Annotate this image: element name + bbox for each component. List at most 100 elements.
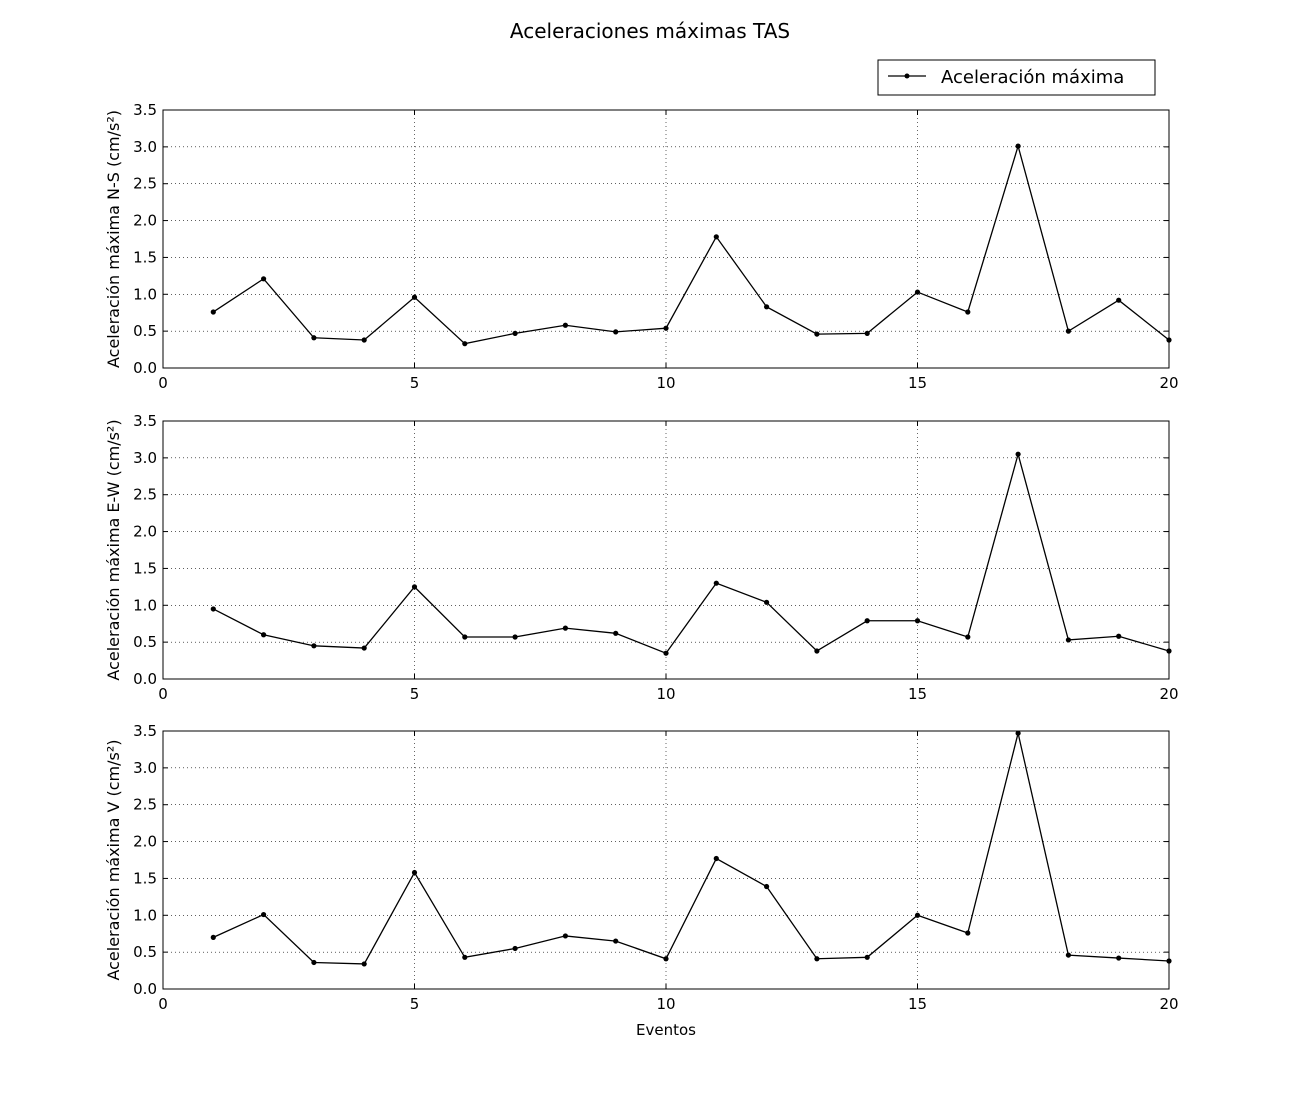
y-tick-label: 3.0 bbox=[133, 138, 157, 156]
plot-frame bbox=[162, 109, 1170, 369]
data-point bbox=[864, 618, 870, 624]
y-tick-label: 3.5 bbox=[133, 722, 157, 740]
y-tick-label: 3.5 bbox=[133, 412, 157, 430]
data-point bbox=[1116, 955, 1122, 961]
y-tick-label: 2.0 bbox=[133, 833, 157, 851]
data-point bbox=[512, 945, 518, 952]
data-point bbox=[361, 645, 367, 651]
y-tick-label: 2.5 bbox=[133, 796, 157, 814]
data-point bbox=[512, 330, 518, 336]
data-point bbox=[562, 933, 569, 939]
y-axis-label: Aceleración máxima V (cm/s²) bbox=[104, 739, 123, 980]
data-point bbox=[311, 643, 317, 649]
y-tick-label: 1.0 bbox=[133, 596, 157, 614]
data-point bbox=[613, 938, 619, 944]
data-point bbox=[1015, 730, 1021, 736]
data-point bbox=[462, 634, 468, 640]
data-point bbox=[261, 632, 267, 638]
data-point bbox=[613, 630, 619, 636]
plot-frame bbox=[162, 730, 1170, 990]
data-point bbox=[965, 930, 971, 936]
data-point bbox=[311, 335, 317, 341]
data-point bbox=[764, 304, 770, 310]
y-tick-label: 3.0 bbox=[133, 449, 157, 467]
data-point bbox=[311, 959, 317, 966]
data-point bbox=[864, 330, 870, 336]
data-point bbox=[210, 309, 216, 315]
data-point bbox=[613, 329, 619, 335]
data-point bbox=[914, 289, 921, 295]
y-tick-label: 0.5 bbox=[133, 322, 157, 340]
data-point bbox=[261, 911, 267, 918]
x-tick-label: 10 bbox=[656, 995, 675, 1013]
data-point bbox=[663, 650, 669, 656]
y-tick-label: 2.0 bbox=[133, 523, 157, 541]
data-point bbox=[814, 956, 820, 962]
data-point bbox=[1166, 648, 1172, 654]
y-tick-label: 0.5 bbox=[133, 633, 157, 651]
data-point bbox=[1166, 337, 1172, 343]
x-tick-label: 5 bbox=[410, 374, 420, 392]
data-point bbox=[1116, 297, 1122, 303]
series-line bbox=[213, 451, 1170, 654]
series-line bbox=[213, 733, 1170, 965]
y-tick-label: 0.0 bbox=[133, 670, 157, 688]
data-point bbox=[814, 648, 820, 654]
data-point bbox=[411, 869, 418, 876]
data-point bbox=[663, 325, 669, 331]
x-tick-label: 20 bbox=[1159, 995, 1178, 1013]
data-point bbox=[411, 294, 418, 300]
y-tick-label: 3.5 bbox=[133, 101, 157, 119]
data-point bbox=[210, 606, 216, 612]
data-point bbox=[1065, 637, 1071, 643]
x-axis-label: Eventos bbox=[636, 1021, 696, 1039]
data-point bbox=[462, 341, 468, 347]
legend-label: Aceleración máxima bbox=[941, 67, 1124, 88]
data-point bbox=[814, 331, 820, 337]
data-point bbox=[764, 599, 770, 605]
subplot-3: 0.0 0.5 1.0 1.5 2.0 2.5 3.0 3.5 0 5 10 15 20 Acelerac… bbox=[104, 722, 1179, 1013]
x-tick-label: 5 bbox=[410, 995, 420, 1013]
data-point bbox=[1065, 328, 1071, 334]
data-point bbox=[914, 618, 921, 624]
y-tick-label: 1.0 bbox=[133, 906, 157, 924]
y-tick-label: 1.0 bbox=[133, 285, 157, 303]
data-point bbox=[1015, 451, 1021, 457]
legend-box bbox=[877, 59, 1156, 96]
x-tick-label: 0 bbox=[158, 374, 168, 392]
data-point bbox=[713, 234, 719, 240]
data-point bbox=[462, 954, 468, 960]
y-tick-label: 1.5 bbox=[133, 869, 157, 887]
subplot-1: 0.0 0.5 1.0 1.5 2.0 2.5 3.0 3.5 0 5 10 15 20 Acelerac… bbox=[104, 101, 1179, 392]
data-point bbox=[1116, 633, 1122, 639]
series-line bbox=[212, 143, 1170, 345]
plot-frame bbox=[162, 420, 1170, 680]
x-tick-label: 20 bbox=[1159, 374, 1178, 392]
data-point bbox=[663, 956, 669, 962]
y-tick-label: 1.5 bbox=[133, 248, 157, 266]
data-point bbox=[965, 309, 971, 315]
data-point bbox=[764, 883, 770, 890]
data-point bbox=[562, 625, 569, 631]
x-tick-label: 15 bbox=[908, 685, 927, 703]
data-point bbox=[713, 580, 719, 586]
x-tick-label: 0 bbox=[158, 995, 168, 1013]
data-point bbox=[914, 912, 921, 918]
data-point bbox=[512, 634, 518, 640]
x-tick-label: 20 bbox=[1159, 685, 1178, 703]
data-point bbox=[210, 934, 216, 941]
chart-title: Aceleraciones máximas TAS bbox=[510, 19, 790, 43]
y-axis-label: Aceleración máxima E-W (cm/s²) bbox=[104, 419, 123, 680]
subplot-2: 0.0 0.5 1.0 1.5 2.0 2.5 3.0 3.5 0 5 10 15 20 Acelerac… bbox=[104, 412, 1179, 703]
data-point bbox=[411, 584, 418, 590]
x-tick-label: 5 bbox=[410, 685, 420, 703]
data-point bbox=[965, 634, 971, 640]
x-tick-label: 10 bbox=[656, 685, 675, 703]
x-tick-label: 10 bbox=[656, 374, 675, 392]
data-point bbox=[1166, 958, 1172, 964]
data-point bbox=[864, 954, 870, 960]
y-tick-label: 0.5 bbox=[133, 943, 157, 961]
x-tick-label: 15 bbox=[908, 374, 927, 392]
